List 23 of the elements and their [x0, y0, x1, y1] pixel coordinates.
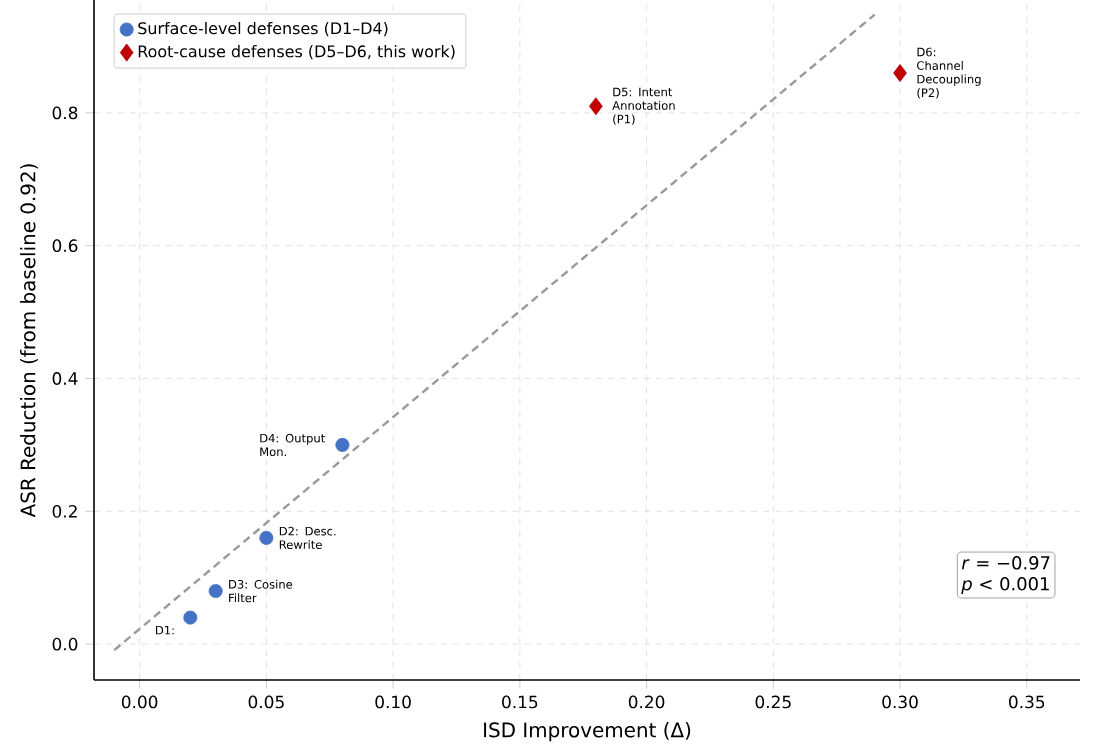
x-tick-label: 0.35 — [1009, 695, 1045, 709]
annotation: p < 0.001 — [961, 576, 1049, 595]
point — [335, 437, 350, 452]
point — [183, 610, 198, 625]
y-tick-label: 0.6 — [52, 239, 78, 253]
x-axis-title: ISD Improvement (Δ) — [484, 722, 691, 742]
y-tick-label: 0.0 — [52, 637, 78, 651]
x-tick-label: 0.05 — [248, 695, 284, 709]
point — [208, 584, 223, 598]
annotation: r = −0.97 — [961, 556, 1050, 570]
x-tick-label: 0.10 — [375, 695, 411, 709]
y-axis-title: ASR Reduction (from baseline 0.92) — [20, 164, 38, 518]
y-tick-label: 0.8 — [52, 106, 78, 120]
x-tick-label: 0.25 — [755, 695, 791, 709]
point — [589, 97, 603, 116]
point — [893, 64, 907, 82]
x-tick-label: 0.15 — [502, 695, 538, 709]
point — [259, 530, 274, 545]
x-tick-label: 0.20 — [628, 695, 665, 709]
y-tick-label: 0.4 — [52, 372, 78, 385]
x-tick-label: 0.00 — [121, 695, 158, 709]
y-tick-label: 0.2 — [52, 504, 77, 518]
x-tick-label: 0.30 — [882, 695, 918, 709]
